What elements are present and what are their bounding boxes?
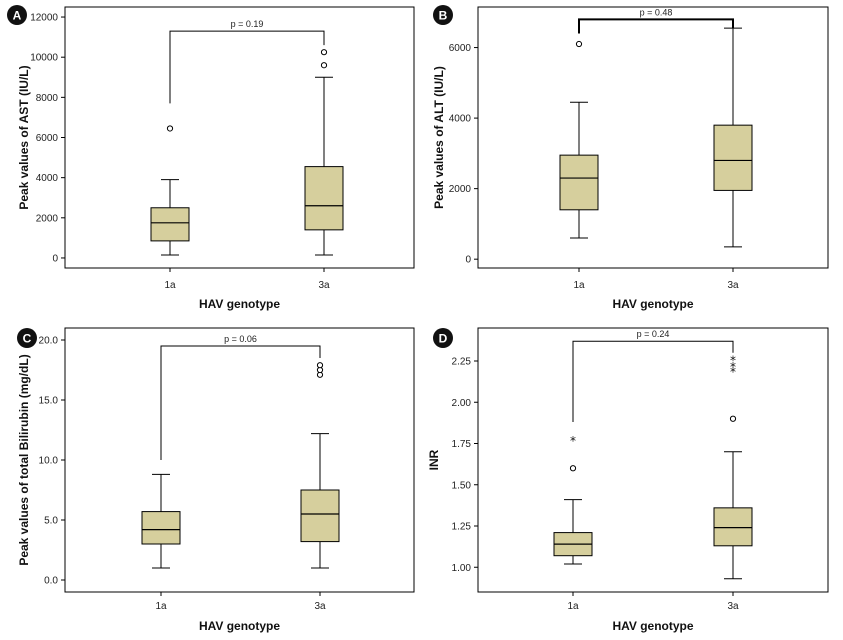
y-tick-label: 5.0 (44, 516, 58, 527)
x-tick-label: 1a (155, 601, 167, 612)
y-tick-label: 8000 (36, 93, 59, 104)
y-tick-label: 0 (465, 255, 471, 266)
x-axis-label: HAV genotype (612, 297, 693, 311)
x-tick-label: 1a (164, 280, 176, 291)
panel-a: 0 2000 4000 6000 8000 10000 12000 1a 3a HAV genot… (7, 5, 415, 311)
panel-letter: D (439, 332, 448, 346)
y-tick-label: 15.0 (39, 396, 59, 407)
outlier-point (569, 465, 577, 472)
p-value-label: p = 0.19 (231, 19, 264, 29)
iqr-box (150, 207, 190, 242)
p-value-label: p = 0.06 (224, 334, 257, 344)
x-tick-label: 1a (567, 601, 579, 612)
iqr-box (300, 489, 340, 543)
extreme-point: * (730, 365, 736, 379)
y-tick-label: 2000 (36, 213, 59, 224)
p-value-label: p = 0.48 (640, 7, 673, 17)
box-3a: *** (713, 353, 753, 580)
y-tick-label: 1.25 (452, 522, 472, 533)
iqr-box (141, 511, 181, 545)
significance-bracket (160, 345, 321, 460)
significance-bracket (578, 18, 734, 34)
extreme-point: * (730, 360, 736, 374)
y-tick-label: 10000 (30, 53, 58, 64)
x-tick-label: 3a (318, 280, 330, 291)
box-3a (304, 49, 344, 256)
y-tick-label: 0.0 (44, 576, 58, 587)
iqr-box (713, 507, 753, 547)
panel-d: 1.00 1.25 1.50 1.75 2.00 2.25 1a 3a HAV genotype… (427, 327, 829, 633)
x-tick-label: 1a (573, 280, 585, 291)
x-tick-label: 3a (727, 601, 739, 612)
panel-badge (17, 328, 37, 348)
panel-letter: C (23, 332, 32, 346)
box-3a (300, 362, 340, 569)
plot-frame (477, 6, 829, 269)
box-1a (559, 40, 599, 239)
x-axis-label: HAV genotype (199, 619, 280, 633)
y-tick-label: 2.00 (452, 398, 472, 409)
panel-letter: B (439, 9, 448, 23)
y-tick-label: 4000 (36, 173, 59, 184)
panel-c: 0.0 5.0 10.0 15.0 20.0 1a 3a HAV genotype Peak v… (17, 327, 415, 633)
iqr-box (304, 166, 344, 231)
significance-bracket (572, 340, 734, 423)
y-tick-label: 1.00 (452, 563, 472, 574)
p-value-label: p = 0.24 (637, 329, 670, 339)
box-3a (713, 27, 753, 248)
y-tick-label: 6000 (36, 133, 59, 144)
y-tick-label: 0 (52, 253, 58, 264)
y-tick-label: 1.50 (452, 480, 472, 491)
outlier-point (166, 125, 174, 132)
panel-badge (433, 328, 453, 348)
x-axis-label: HAV genotype (612, 619, 693, 633)
y-tick-label: 6000 (449, 43, 472, 54)
x-tick-label: 3a (314, 601, 326, 612)
y-tick-label: 2.25 (452, 357, 472, 368)
x-axis-label: HAV genotype (199, 297, 280, 311)
box-1a (141, 473, 181, 569)
iqr-box (713, 124, 753, 191)
y-axis-label: INR (427, 449, 441, 470)
plot-frame (64, 6, 415, 269)
outlier-point (575, 40, 583, 48)
panel-badge (7, 5, 27, 25)
panel-b: 0 2000 4000 6000 1a 3a HAV genotype Peak values… (432, 5, 829, 311)
outlier-point (320, 49, 328, 56)
box-1a: * (553, 434, 593, 565)
y-tick-label: 2000 (449, 184, 472, 195)
panel-letter: A (13, 9, 22, 23)
y-tick-label: 10.0 (39, 456, 59, 467)
panel-badge (433, 5, 453, 25)
iqr-box (559, 154, 599, 211)
extreme-point: * (730, 353, 736, 367)
y-axis-label: Peak values of AST (IU/L) (17, 65, 31, 209)
y-tick-label: 1.75 (452, 439, 472, 450)
outlier-point (320, 62, 328, 69)
y-tick-label: 4000 (449, 114, 472, 125)
plot-frame (64, 327, 415, 593)
y-axis-label: Peak values of total Bilirubin (mg/dL) (17, 354, 31, 565)
y-axis-label: Peak values of ALT (IU/L) (432, 66, 446, 209)
plot-frame (477, 327, 829, 593)
y-tick-label: 20.0 (39, 336, 59, 347)
extreme-point: * (570, 434, 576, 448)
x-tick-label: 3a (727, 280, 739, 291)
outlier-point (316, 362, 324, 369)
outlier-point (729, 415, 737, 422)
significance-bracket (169, 30, 325, 104)
box-1a (150, 125, 190, 256)
y-tick-label: 12000 (30, 13, 58, 24)
